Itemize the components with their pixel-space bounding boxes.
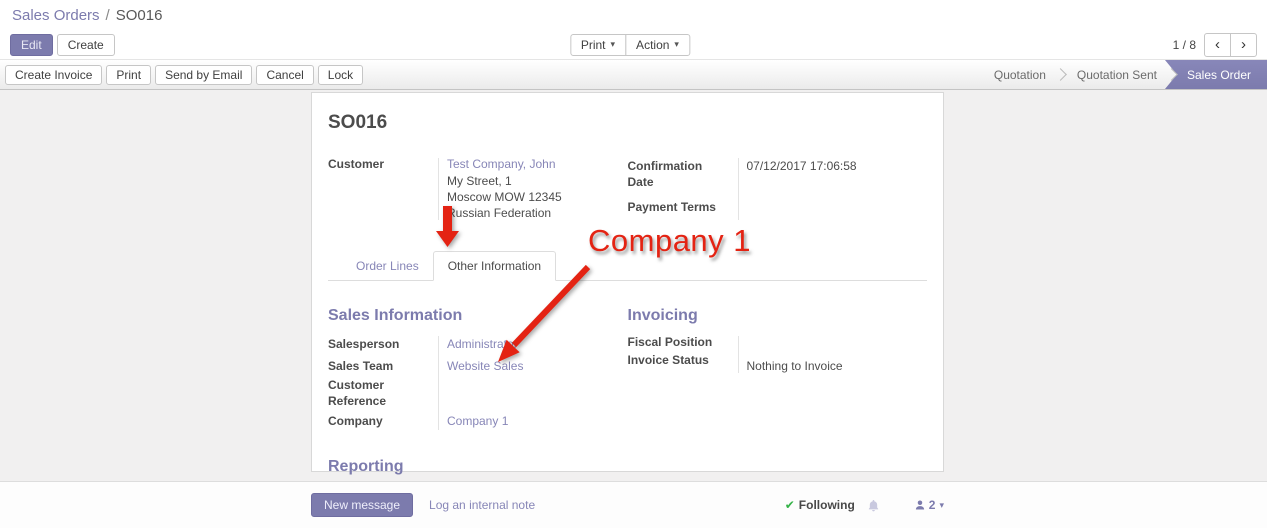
print-dropdown[interactable]: Print ▾ bbox=[569, 33, 627, 56]
control-bar: Edit Create Print ▾ Action ▾ 1 / 8 ‹ › bbox=[0, 30, 1267, 59]
chatter-bar: New message Log an internal note ✔ Follo… bbox=[0, 481, 1267, 528]
stage-quotation[interactable]: Quotation bbox=[993, 67, 1046, 82]
company-label: Company bbox=[328, 413, 383, 428]
main-content: SO016 Customer Test Company, John My Str… bbox=[0, 90, 1267, 481]
status-pipeline: Quotation Quotation Sent Sales Order bbox=[990, 60, 1267, 89]
customer-value: Test Company, John My Street, 1 Moscow M… bbox=[438, 156, 562, 222]
log-internal-note-link[interactable]: Log an internal note bbox=[429, 498, 536, 512]
stage-sales-order-active[interactable]: Sales Order bbox=[1164, 60, 1267, 89]
customer-address-city: Moscow MOW 12345 bbox=[447, 189, 562, 204]
check-icon: ✔ bbox=[784, 498, 795, 512]
page-title: SO016 bbox=[328, 112, 388, 133]
sales-information-section: Sales Information Salesperson Administra… bbox=[328, 307, 628, 432]
salesperson-link[interactable]: Administrator bbox=[447, 337, 518, 352]
create-button[interactable]: Create bbox=[56, 33, 115, 56]
reporting-heading: Reporting bbox=[328, 458, 404, 476]
action-dropdown-label: Action bbox=[636, 37, 670, 52]
salesperson-label: Salesperson bbox=[328, 337, 400, 352]
sales-team-link[interactable]: Website Sales bbox=[447, 358, 524, 373]
customer-reference-label: Customer Reference bbox=[328, 378, 387, 408]
edit-button[interactable]: Edit bbox=[10, 33, 53, 56]
cancel-button[interactable]: Cancel bbox=[256, 64, 314, 85]
pager: 1 / 8 ‹ › bbox=[1172, 32, 1257, 57]
payment-terms-label: Payment Terms bbox=[627, 200, 716, 215]
bell-icon[interactable] bbox=[867, 499, 880, 512]
print-action-group: Print ▾ Action ▾ bbox=[569, 33, 690, 56]
chevron-right-icon: › bbox=[1241, 36, 1246, 53]
create-invoice-button[interactable]: Create Invoice bbox=[5, 64, 103, 85]
statusbar: Create Invoice Print Send by Email Cance… bbox=[0, 59, 1267, 90]
other-information-panel: Sales Information Salesperson Administra… bbox=[328, 281, 927, 481]
chevron-left-icon: ‹ bbox=[1215, 36, 1220, 53]
caret-down-icon: ▾ bbox=[610, 39, 616, 49]
invoicing-heading: Invoicing bbox=[627, 307, 698, 325]
customer-link[interactable]: Test Company, John bbox=[447, 157, 556, 171]
confirmation-date-value: 07/12/2017 17:06:58 bbox=[746, 159, 857, 173]
reporting-section: Reporting Source Document bbox=[328, 458, 927, 481]
payment-terms-value bbox=[738, 197, 747, 219]
tab-order-lines[interactable]: Order Lines bbox=[356, 259, 419, 274]
customer-label: Customer bbox=[328, 157, 385, 171]
caret-down-icon: ▾ bbox=[939, 499, 944, 510]
follower-count: 2 bbox=[928, 498, 936, 512]
invoice-status-label: Invoice Status bbox=[627, 352, 709, 367]
customer-reference-value[interactable] bbox=[438, 377, 447, 410]
sales-information-heading: Sales Information bbox=[328, 307, 463, 325]
person-icon bbox=[915, 500, 924, 510]
invoicing-section: Invoicing Fiscal Position Invoice Status… bbox=[628, 307, 928, 432]
customer-group: Customer Test Company, John My Street, 1… bbox=[328, 156, 628, 222]
print-dropdown-label: Print bbox=[580, 37, 606, 52]
company-link[interactable]: Company 1 bbox=[447, 413, 509, 428]
confirmation-date-label: Confirmation Date bbox=[627, 159, 703, 189]
pager-value: 1 / 8 bbox=[1172, 37, 1196, 52]
lock-button[interactable]: Lock bbox=[317, 64, 364, 85]
print-button[interactable]: Print bbox=[106, 64, 152, 85]
breadcrumb: Sales Orders / SO016 bbox=[0, 0, 1267, 30]
breadcrumb-separator: / bbox=[105, 6, 110, 24]
fiscal-position-label: Fiscal Position bbox=[627, 335, 713, 350]
sales-team-label: Sales Team bbox=[328, 358, 394, 373]
fiscal-position-value[interactable] bbox=[738, 334, 747, 352]
pager-previous-button[interactable]: ‹ bbox=[1204, 32, 1231, 57]
new-message-button[interactable]: New message bbox=[311, 493, 414, 517]
header-fields-group: Confirmation Date 07/12/2017 17:06:58 Pa… bbox=[628, 156, 928, 222]
customer-address-street: My Street, 1 bbox=[447, 173, 512, 188]
send-by-email-button[interactable]: Send by Email bbox=[155, 64, 253, 85]
breadcrumb-sales-orders[interactable]: Sales Orders bbox=[12, 6, 100, 24]
tab-other-information[interactable]: Other Information bbox=[432, 251, 557, 282]
stage-quotation-sent[interactable]: Quotation Sent bbox=[1076, 67, 1157, 82]
following-toggle[interactable]: Following bbox=[798, 498, 855, 512]
action-dropdown[interactable]: Action ▾ bbox=[625, 33, 690, 56]
caret-down-icon: ▾ bbox=[674, 39, 679, 49]
pager-next-button[interactable]: › bbox=[1230, 32, 1257, 57]
followers-dropdown[interactable]: 2 ▾ bbox=[914, 498, 944, 512]
invoice-status-value: Nothing to Invoice bbox=[746, 358, 843, 373]
breadcrumb-current: SO016 bbox=[115, 6, 163, 24]
notebook-tabs: Order Lines Other Information bbox=[328, 251, 927, 282]
customer-address-country: Russian Federation bbox=[447, 205, 552, 220]
chevron-right-icon bbox=[1054, 68, 1067, 81]
sales-order-sheet: SO016 Customer Test Company, John My Str… bbox=[311, 92, 944, 475]
